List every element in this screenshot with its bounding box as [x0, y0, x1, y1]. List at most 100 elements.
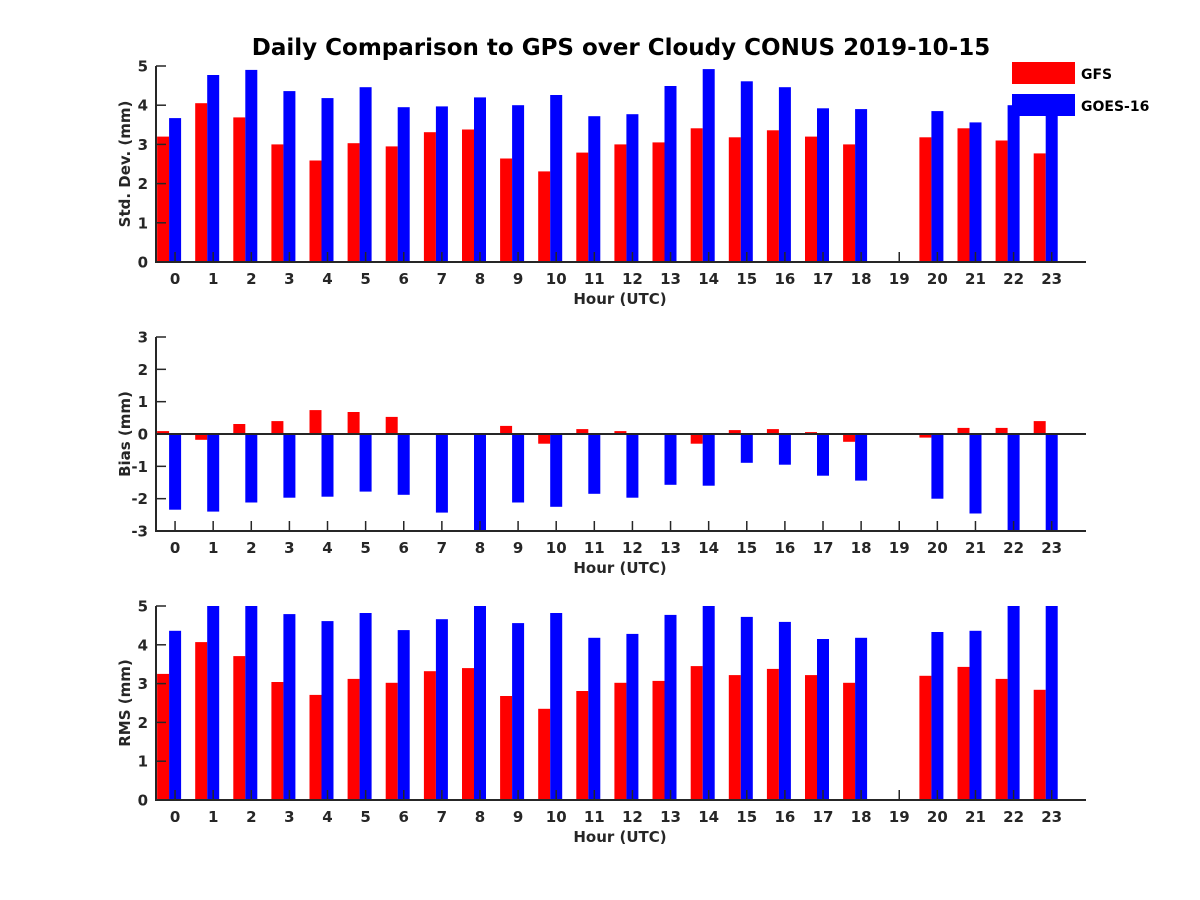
bar-bias-gfs-11 [576, 429, 589, 434]
bar-rms-gfs-21 [957, 666, 970, 800]
bar-bias-gfs-10 [538, 434, 551, 444]
x-tick-label: 19 [889, 808, 910, 826]
y-tick-label: -3 [131, 523, 148, 541]
bar-bias-gfs-12 [614, 431, 627, 434]
bar-bias-goes16-2 [245, 434, 258, 503]
y-tick-label: 3 [138, 329, 148, 347]
bar-std-dev-goes16-16 [778, 87, 791, 262]
bar-rms-goes16-14 [702, 606, 715, 800]
bar-rms-gfs-23 [1033, 689, 1046, 800]
bar-rms-goes16-13 [664, 614, 677, 800]
bar-rms-gfs-12 [614, 682, 627, 800]
bar-rms-gfs-3 [271, 682, 284, 800]
x-tick-label: 3 [284, 539, 294, 557]
x-tick-label: 20 [927, 539, 948, 557]
x-tick-label: 3 [284, 270, 294, 288]
bar-std-dev-goes16-8 [474, 97, 486, 263]
y-tick-label: 2 [138, 175, 148, 193]
bar-rms-gfs-5 [347, 678, 360, 800]
x-tick-label: 2 [246, 808, 256, 826]
bar-std-dev-gfs-6 [385, 146, 398, 262]
y-tick-label: 1 [138, 393, 148, 411]
bar-std-dev-goes16-12 [626, 114, 639, 262]
x-tick-label: 9 [513, 808, 523, 826]
bar-rms-goes16-10 [550, 613, 563, 800]
bar-std-dev-goes16-21 [969, 122, 982, 263]
bar-rms-gfs-15 [728, 675, 741, 800]
bar-std-dev-goes16-11 [588, 116, 601, 262]
x-tick-label: 17 [813, 270, 834, 288]
y-tick-label: 5 [138, 58, 148, 76]
bar-rms-gfs-18 [843, 682, 856, 800]
bar-std-dev-gfs-12 [614, 144, 627, 262]
bar-rms-goes16-18 [855, 637, 868, 800]
x-tick-label: 22 [1003, 808, 1024, 826]
bar-std-dev-goes16-18 [855, 109, 868, 262]
x-tick-label: 18 [851, 270, 872, 288]
y-axis-label: RMS (mm) [116, 659, 134, 746]
x-tick-label: 1 [208, 539, 218, 557]
bar-rms-gfs-6 [385, 682, 398, 800]
bar-rms-goes16-20 [931, 632, 944, 800]
bar-rms-goes16-8 [474, 606, 486, 800]
bar-std-dev-goes16-13 [664, 86, 677, 262]
x-tick-label: 21 [965, 808, 986, 826]
bar-std-dev-gfs-16 [766, 130, 779, 262]
bar-bias-goes16-13 [664, 434, 677, 485]
x-tick-label: 8 [475, 270, 485, 288]
bar-rms-goes16-3 [283, 614, 296, 800]
bar-rms-goes16-16 [778, 621, 791, 800]
bar-std-dev-goes16-3 [283, 91, 296, 262]
x-tick-label: 2 [246, 270, 256, 288]
x-tick-label: 11 [584, 270, 605, 288]
x-tick-label: 8 [475, 539, 485, 557]
y-tick-label: 2 [138, 361, 148, 379]
bar-bias-goes16-8 [474, 434, 486, 531]
bar-rms-gfs-16 [766, 668, 779, 800]
y-tick-label: 0 [138, 254, 148, 272]
x-tick-label: 9 [513, 539, 523, 557]
bar-rms-gfs-7 [423, 671, 436, 800]
bar-std-dev-gfs-13 [652, 142, 665, 262]
bar-std-dev-gfs-2 [233, 117, 246, 263]
bar-std-dev-goes16-7 [435, 106, 448, 263]
bar-std-dev-goes16-14 [702, 69, 715, 262]
x-tick-label: 23 [1041, 808, 1062, 826]
x-axis-label: Hour (UTC) [573, 559, 666, 577]
bar-std-dev-gfs-14 [690, 128, 703, 262]
bar-bias-goes16-17 [817, 434, 829, 476]
bar-bias-gfs-6 [385, 416, 398, 434]
x-tick-label: 11 [584, 808, 605, 826]
x-tick-label: 3 [284, 808, 294, 826]
x-tick-label: 12 [622, 808, 643, 826]
bar-rms-gfs-2 [233, 656, 246, 800]
x-tick-label: 7 [437, 270, 447, 288]
x-tick-label: 5 [360, 270, 370, 288]
x-tick-label: 12 [622, 270, 643, 288]
bar-rms-gfs-1 [195, 642, 208, 800]
bar-rms-goes16-0 [169, 630, 182, 800]
x-tick-label: 0 [170, 270, 180, 288]
bar-std-dev-gfs-17 [805, 136, 817, 262]
bar-std-dev-gfs-15 [728, 137, 741, 262]
bar-bias-goes16-14 [702, 434, 715, 486]
x-tick-label: 17 [813, 539, 834, 557]
bar-std-dev-gfs-0 [157, 136, 170, 262]
bar-std-dev-gfs-10 [538, 171, 551, 262]
y-tick-label: -1 [131, 458, 148, 476]
x-tick-label: 20 [927, 270, 948, 288]
bar-bias-goes16-5 [359, 434, 372, 492]
legend-label-gfs: GFS [1081, 67, 1112, 83]
x-tick-label: 15 [736, 270, 757, 288]
bar-rms-goes16-5 [359, 613, 372, 800]
bar-std-dev-goes16-0 [169, 118, 182, 262]
bar-bias-goes16-4 [321, 434, 334, 497]
bar-bias-gfs-18 [843, 434, 856, 442]
bar-std-dev-gfs-9 [500, 158, 513, 262]
bar-bias-goes16-10 [550, 434, 563, 507]
bar-std-dev-gfs-4 [309, 160, 322, 262]
x-tick-label: 23 [1041, 270, 1062, 288]
bar-std-dev-gfs-18 [843, 144, 856, 262]
